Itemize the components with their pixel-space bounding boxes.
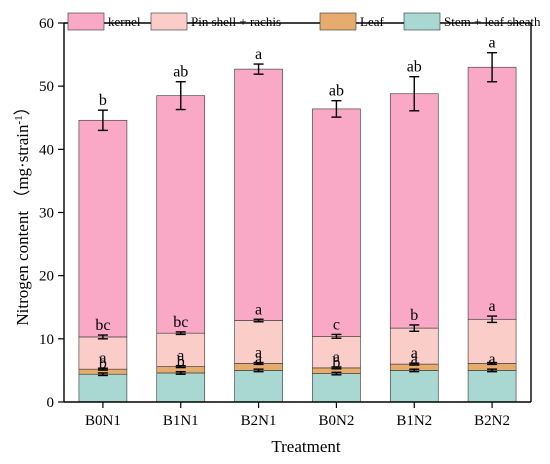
y-axis-title: Nitrogen content （mg·strain-1）: [13, 98, 32, 325]
bars-layer: [78, 66, 517, 403]
legend-label-3: Stem + leaf sheath: [444, 14, 541, 29]
significance-letter-B1N2-0: a: [411, 351, 418, 368]
bar-B1N1-0: [156, 372, 206, 403]
significance-letter-B1N2-2: b: [410, 307, 418, 324]
bar-B2N1-3: [234, 68, 283, 321]
legend-swatch-1: [150, 12, 188, 31]
legend-swatch-2: [319, 12, 357, 31]
axes-layer: 0 10 20 30 40 50 60 B0N1 B1N1 B2N1 B0N2 B1N2 B2N2: [39, 16, 532, 429]
x-axis-title: Treatment: [271, 437, 341, 456]
bar-B2N2-0: [467, 370, 517, 403]
significance-letter-B0N2-0: b: [332, 354, 340, 371]
x-tick-label-B0N1: B0N1: [85, 413, 121, 429]
bar-B1N2-2: [389, 327, 439, 365]
bar-B1N1-3: [156, 95, 206, 334]
x-tick-label-B1N2: B1N2: [396, 413, 432, 429]
y-tick-label-60: 60: [39, 16, 54, 32]
significance-letter-B0N1-0: b: [99, 355, 107, 372]
legend-swatch-0: [67, 12, 105, 31]
x-tick-label-B0N2: B0N2: [318, 413, 354, 429]
y-tick-label-50: 50: [39, 79, 54, 95]
bar-B1N2-3: [389, 93, 439, 329]
y-axis-title-close: ）: [13, 98, 32, 115]
x-tick-label-B2N1: B2N1: [241, 413, 277, 429]
legend-swatch-3: [403, 12, 441, 31]
bar-B2N2-2: [467, 318, 517, 364]
bar-B0N1-2: [78, 336, 128, 370]
legend-label-2: Leaf: [360, 14, 384, 29]
x-tick-label-B2N2: B2N2: [474, 413, 510, 429]
bar-B2N1-0: [234, 370, 283, 403]
significance-letter-B0N2-1: a: [333, 349, 340, 366]
significance-letter-B0N1-1: a: [99, 350, 106, 367]
significance-letter-B0N1-3: b: [99, 92, 107, 109]
bar-B0N1-3: [78, 119, 128, 338]
significance-letter-B1N1-3: ab: [173, 64, 188, 81]
significance-letter-B1N1-0: b: [177, 354, 185, 371]
significance-letter-B1N1-2: bc: [173, 314, 188, 331]
y-tick-label-0: 0: [47, 395, 55, 411]
y-tick-label-10: 10: [39, 332, 54, 348]
significance-letter-B1N1-1: a: [177, 348, 184, 365]
bar-B1N1-2: [156, 332, 206, 367]
significance-letter-B1N2-3: ab: [407, 59, 422, 76]
significance-letter-B2N2-0: a: [489, 351, 496, 368]
y-tick-label-40: 40: [39, 142, 54, 158]
significance-letter-B2N1-0: a: [255, 351, 262, 368]
significance-letter-B2N2-3: a: [489, 35, 496, 52]
y-axis-title-superscript: -1: [13, 115, 25, 124]
bar-B0N2-0: [312, 373, 361, 403]
bar-B0N2-3: [312, 108, 361, 337]
legend-label-0: kernel: [108, 14, 141, 29]
significance-letter-B2N1-1: a: [255, 345, 262, 362]
legend: kernel Pin shell + rachis Leaf Stem + leaf …: [67, 12, 541, 31]
bar-B0N2-2: [312, 336, 361, 369]
significance-letter-B2N1-2: a: [255, 301, 262, 318]
y-tick-label-20: 20: [39, 269, 54, 285]
bar-B1N2-0: [389, 370, 439, 403]
error-bars-layer: [97, 51, 498, 377]
bar-B0N1-0: [78, 373, 128, 403]
x-tick-label-B1N1: B1N1: [163, 413, 199, 429]
significance-letter-B2N2-2: a: [489, 298, 496, 315]
y-tick-label-30: 30: [39, 206, 54, 222]
significance-letter-B1N2-1: a: [411, 345, 418, 362]
significance-letter-B0N1-2: bc: [95, 317, 110, 334]
bar-B2N2-3: [467, 66, 517, 320]
legend-label-1: Pin shell + rachis: [191, 14, 281, 29]
significance-letter-B2N1-3: a: [255, 46, 262, 63]
y-axis-title-main: Nitrogen content （mg·strain: [13, 124, 32, 326]
significance-letter-B0N2-2: c: [333, 316, 340, 333]
significance-letter-B0N2-3: ab: [329, 83, 344, 100]
